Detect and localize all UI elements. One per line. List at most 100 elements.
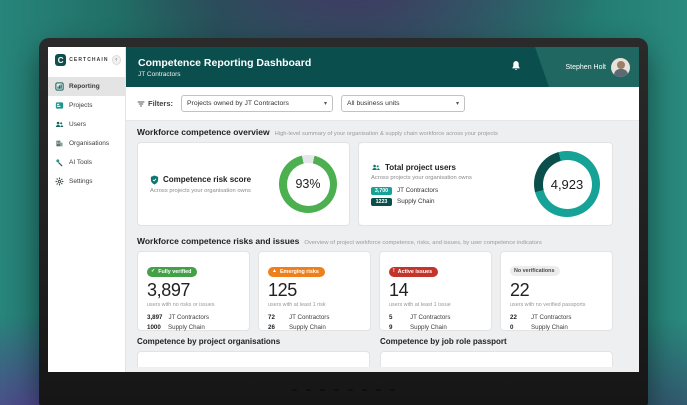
project-organisations-title: Competence by project organisations [137,337,281,346]
reporting-icon [55,82,64,91]
total-project-users-card: Total project users Across projects your… [358,142,613,226]
breakdown-label: Supply Chain [397,198,435,205]
notifications-bell-icon[interactable] [511,58,521,76]
stat-caption: users with no verified passports [510,302,586,308]
job-role-passport-card [380,351,613,367]
sidebar-item-label: Projects [69,102,93,109]
supply-chain-count-badge: 1223 [371,197,392,206]
breakdown-row: 3,700 JT Contractors [371,186,472,195]
organisations-icon [56,140,63,147]
sidebar-item-ai-tools[interactable]: AI Tools [48,153,125,172]
stat-row: 22 JT Contractors [510,314,572,321]
emerging-risks-badge: ▲ Emerging risks [268,266,325,277]
logo-text: CERTCHAIN [69,57,109,63]
shield-icon [150,175,159,184]
overview-description: High-level summary of your organisation … [274,131,498,137]
sidebar-item-settings[interactable]: Settings [48,172,125,191]
user-avatar [611,57,630,77]
check-icon: ✓ [151,268,156,274]
business-filter-value: All business units [347,100,400,107]
project-organisations-card [137,351,370,367]
jt-contractors-count-badge: 3,700 [371,186,392,195]
fully-verified-value: 3,897 [147,280,191,300]
filter-bar: Filters: Projects owned by JT Contractor… [126,87,639,121]
sidebar-menu: Reporting Projects Users Organisations A… [48,77,125,191]
settings-icon [55,177,64,186]
sidebar-item-users[interactable]: Users [48,115,125,134]
sidebar: C CERTCHAIN ‹ Reporting Projects Users [48,47,126,372]
logo-mark-icon: C [55,54,67,66]
competence-by-project-organisations-section: Competence by project organisations [137,337,370,367]
sidebar-item-label: Reporting [69,83,100,90]
stat-row: 3,897 JT Contractors [147,314,209,321]
content-area: Filters: Projects owned by JT Contractor… [126,87,639,372]
overview-title: Workforce competence overview [137,127,270,137]
active-issues-card: ! Active issues 14 users with at least 1 … [379,251,492,331]
filters-label: Filters: [137,99,173,108]
user-name: Stephen Holt [565,63,606,71]
exclamation-icon: ! [393,268,395,274]
project-filter-value: Projects owned by JT Contractors [187,100,289,107]
stat-row: 26 Supply Chain [268,324,326,331]
stat-caption: users with at least 1 risk [268,302,326,308]
page-subtitle: JT Contractors [138,70,181,78]
logo: C CERTCHAIN ‹ [48,47,125,73]
business-units-filter-select[interactable]: All business units ▾ [341,95,466,112]
stat-row: 72 JT Contractors [268,314,330,321]
active-issues-badge: ! Active issues [389,266,439,277]
competence-by-job-role-passport-section: Competence by job role passport [380,337,613,367]
no-verifications-badge: No verifications [510,266,561,276]
stat-row: 1000 Supply Chain [147,324,205,331]
risk-score-donut-chart: 93% [279,155,337,213]
page-title: Competence Reporting Dashboard [138,56,312,69]
sidebar-item-organisations[interactable]: Organisations [48,134,125,153]
sidebar-item-label: Settings [69,178,93,185]
stat-caption: users with no risks or issues [147,302,215,308]
users-group-icon [372,164,380,170]
ai-tools-icon [56,159,63,167]
chevron-down-icon: ▾ [324,101,328,107]
total-users-title: Total project users [385,162,456,172]
laptop-frame: C CERTCHAIN ‹ Reporting Projects Users [39,38,648,405]
sidebar-item-reporting[interactable]: Reporting [48,77,125,96]
total-users-value: 4,923 [550,176,584,192]
emerging-risks-value: 125 [268,280,297,300]
app-window: C CERTCHAIN ‹ Reporting Projects Users [48,47,639,372]
sidebar-item-label: Users [69,121,86,128]
active-issues-value: 14 [389,280,409,300]
sidebar-item-label: Organisations [69,140,110,147]
user-menu[interactable]: Stephen Holt [535,47,639,87]
stat-row: 5 JT Contractors [389,314,451,321]
overview-section-header: Workforce competence overview High-level… [137,127,613,137]
risks-title: Workforce competence risks and issues [137,236,300,246]
breakdown-row: 1223 Supply Chain [371,197,472,206]
fully-verified-badge: ✓ Fully verified [147,266,198,277]
total-users-donut-chart: 4,923 [534,151,600,217]
emerging-risks-card: ▲ Emerging risks 125 users with at least … [258,251,371,331]
stat-row: 0 Supply Chain [510,324,568,331]
dashboard-scroll-area[interactable]: Workforce competence overview High-level… [126,121,639,372]
users-icon [55,121,64,128]
laptop-base [48,379,639,401]
job-role-passport-title: Competence by job role passport [380,337,507,346]
warning-triangle-icon: ▲ [272,268,277,274]
risk-score-title: Competence risk score [163,175,252,184]
risk-score-value: 93% [295,177,321,191]
filter-icon [137,101,145,106]
fully-verified-card: ✓ Fully verified 3,897 users with no risk… [137,251,250,331]
chevron-down-icon: ▾ [456,101,460,107]
risks-section-header: Workforce competence risks and issues Ov… [137,236,613,246]
project-filter-select[interactable]: Projects owned by JT Contractors ▾ [181,95,334,112]
no-verifications-card: No verifications 22 users with no verifi… [500,251,613,331]
sidebar-item-label: AI Tools [69,159,93,166]
total-users-subtitle: Across projects your organisation owns [371,174,472,181]
main-area: Competence Reporting Dashboard JT Contra… [126,47,639,372]
projects-icon [55,102,64,109]
header-bar: Competence Reporting Dashboard JT Contra… [126,47,639,87]
stat-row: 9 Supply Chain [389,324,447,331]
sidebar-item-projects[interactable]: Projects [48,96,125,115]
competence-risk-score-card: Competence risk score Across projects yo… [137,142,350,226]
risk-score-subtitle: Across projects your organisation owns [150,187,251,194]
risks-description: Overview of project workforce competence… [304,240,542,246]
sidebar-collapse-button[interactable]: ‹ [111,55,121,65]
